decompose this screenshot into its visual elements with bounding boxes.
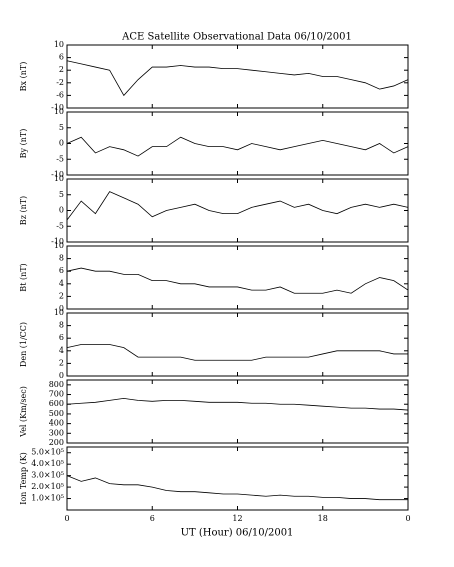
y-tick-label: 200 <box>49 438 64 447</box>
y-tick-label: 2 <box>59 358 64 367</box>
x-tick-label: 6 <box>150 514 155 523</box>
y-tick-label: 10 <box>54 174 64 183</box>
x-tick-label: 0 <box>64 514 69 523</box>
y-tick-label: 800 <box>49 380 64 389</box>
y-tick-label: 5.0×10⁵ <box>31 448 64 457</box>
y-tick-label: 1.0×10⁵ <box>31 494 64 503</box>
x-tick-label: 0 <box>405 514 410 523</box>
y-tick-label: 6 <box>59 53 64 62</box>
y-axis-label: Bx (nT) <box>19 62 28 92</box>
y-tick-label: 500 <box>49 409 64 418</box>
y-tick-label: 6 <box>59 333 64 342</box>
y-tick-label: 600 <box>49 399 64 408</box>
chart-title: ACE Satellite Observational Data 06/10/2… <box>121 32 352 43</box>
x-axis-label: UT (Hour) 06/10/2001 <box>181 528 294 539</box>
y-tick-label: 0 <box>59 206 64 215</box>
y-tick-label: 4.0×10⁵ <box>31 459 64 468</box>
y-tick-label: 4 <box>59 346 64 355</box>
y-axis-label: Den (1/CC) <box>19 322 28 367</box>
y-axis-label: Ion Temp (K) <box>19 452 28 505</box>
x-tick-label: 12 <box>232 514 242 523</box>
panel-frame <box>66 44 409 109</box>
data-line <box>66 267 409 294</box>
y-tick-label: -5 <box>56 154 64 163</box>
y-tick-label: 10 <box>54 308 64 317</box>
y-axis-label: By (nT) <box>19 129 28 159</box>
y-tick-label: 2 <box>59 291 64 300</box>
y-tick-label: -5 <box>56 221 64 230</box>
y-tick-label: 2 <box>59 65 64 74</box>
y-tick-label: 8 <box>59 321 64 330</box>
y-tick-label: 0 <box>59 371 64 380</box>
y-tick-label: -10 <box>51 170 64 179</box>
y-tick-label: 6 <box>59 266 64 275</box>
y-tick-label: 10 <box>54 107 64 116</box>
y-tick-label: 5 <box>59 123 64 132</box>
y-tick-label: 300 <box>49 428 64 437</box>
y-axis-label: Bt (nT) <box>19 263 28 291</box>
y-tick-label: 10 <box>54 40 64 49</box>
data-line <box>66 475 408 501</box>
y-tick-label: -10 <box>51 237 64 246</box>
panel-frame <box>66 446 409 511</box>
panel-frame <box>66 245 409 310</box>
y-axis-label: Bz (nT) <box>19 196 28 225</box>
y-tick-label: 5 <box>59 190 64 199</box>
y-tick-label: 700 <box>49 390 64 399</box>
y-tick-label: 4 <box>59 279 64 288</box>
panel-frame <box>66 111 409 176</box>
y-tick-label: 0 <box>59 304 64 313</box>
panel-frame <box>66 178 409 243</box>
panel-frame <box>66 379 409 444</box>
data-line <box>66 191 409 221</box>
y-axis-label: Vel (Km/sec) <box>19 386 28 438</box>
y-tick-label: -2 <box>56 78 64 87</box>
panel-frame <box>66 312 409 377</box>
y-tick-label: -10 <box>51 103 64 112</box>
y-tick-label: 0 <box>59 139 64 148</box>
data-line <box>66 398 409 411</box>
y-tick-label: 2.0×10⁵ <box>31 482 64 491</box>
data-line <box>66 60 409 97</box>
y-tick-label: 400 <box>49 419 64 428</box>
x-tick-label: 18 <box>318 514 328 523</box>
data-line <box>66 344 408 361</box>
y-tick-label: 3.0×10⁵ <box>31 471 64 480</box>
y-tick-label: -6 <box>56 90 64 99</box>
y-tick-label: 8 <box>59 254 64 263</box>
data-line <box>66 136 409 157</box>
y-tick-label: 10 <box>54 241 64 250</box>
